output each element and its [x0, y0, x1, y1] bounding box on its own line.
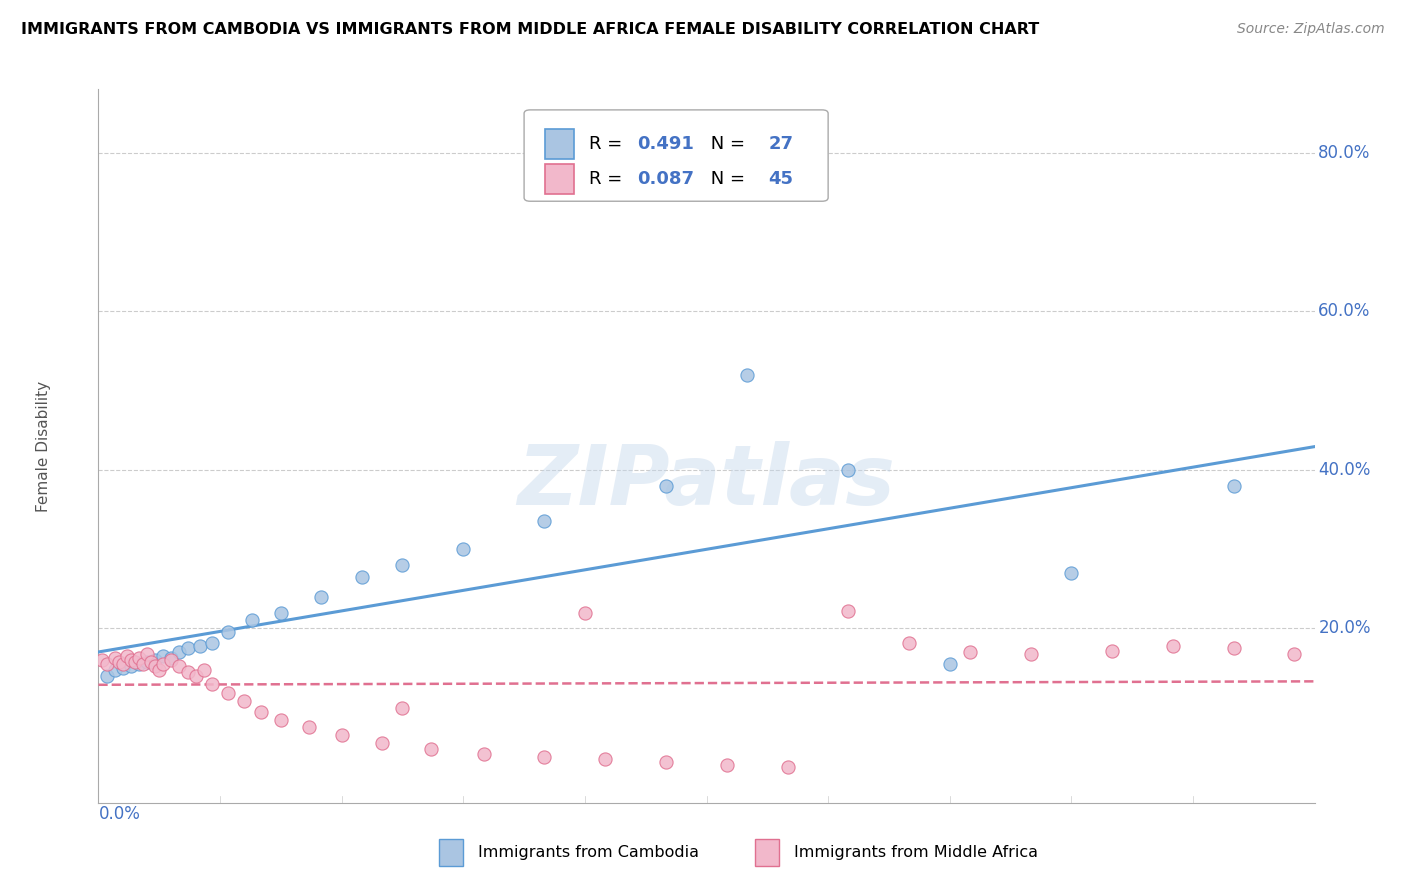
Point	[391, 558, 413, 572]
Point	[96, 669, 118, 683]
Point	[115, 649, 138, 664]
Text: 27: 27	[769, 135, 793, 153]
Point	[298, 721, 321, 735]
Point	[193, 663, 215, 677]
Point	[655, 478, 678, 492]
Point	[939, 657, 962, 671]
Point	[371, 736, 394, 750]
Point	[270, 606, 292, 620]
Point	[655, 755, 678, 769]
Point	[152, 657, 174, 671]
Point	[188, 639, 211, 653]
Point	[898, 635, 921, 649]
FancyBboxPatch shape	[439, 839, 464, 866]
Point	[176, 665, 198, 679]
Point	[111, 657, 134, 671]
Point	[837, 463, 859, 477]
Point	[716, 757, 738, 772]
Point	[242, 614, 264, 628]
Text: 0.0%: 0.0%	[98, 805, 141, 823]
Text: IMMIGRANTS FROM CAMBODIA VS IMMIGRANTS FROM MIDDLE AFRICA FEMALE DISABILITY CORR: IMMIGRANTS FROM CAMBODIA VS IMMIGRANTS F…	[21, 22, 1039, 37]
Text: R =: R =	[589, 135, 627, 153]
Text: Source: ZipAtlas.com: Source: ZipAtlas.com	[1237, 22, 1385, 37]
Point	[959, 645, 981, 659]
Text: N =: N =	[706, 170, 751, 188]
Text: N =: N =	[706, 135, 751, 153]
Point	[143, 659, 166, 673]
Point	[184, 669, 207, 683]
Text: 20.0%: 20.0%	[1319, 619, 1371, 638]
Point	[136, 647, 159, 661]
Point	[128, 657, 150, 671]
Point	[391, 700, 413, 714]
Point	[169, 645, 191, 659]
Point	[104, 651, 127, 665]
Point	[96, 657, 118, 671]
FancyBboxPatch shape	[544, 128, 574, 159]
Point	[419, 742, 441, 756]
Point	[160, 651, 183, 665]
Point	[330, 728, 353, 742]
Text: Immigrants from Cambodia: Immigrants from Cambodia	[478, 846, 699, 860]
Text: 60.0%: 60.0%	[1319, 302, 1371, 320]
Point	[201, 635, 224, 649]
FancyBboxPatch shape	[755, 839, 779, 866]
Point	[132, 657, 155, 671]
Point	[120, 653, 142, 667]
Text: ZIPatlas: ZIPatlas	[517, 442, 896, 522]
Point	[270, 713, 292, 727]
Point	[201, 677, 224, 691]
Point	[453, 542, 475, 557]
Point	[593, 752, 616, 766]
Point	[1060, 566, 1083, 580]
Point	[574, 606, 596, 620]
Text: Immigrants from Middle Africa: Immigrants from Middle Africa	[794, 846, 1038, 860]
Point	[1222, 641, 1244, 656]
Point	[107, 655, 129, 669]
Point	[350, 570, 373, 584]
Point	[139, 655, 162, 669]
Point	[249, 705, 271, 719]
Point	[533, 514, 555, 528]
Point	[1019, 647, 1042, 661]
Text: 40.0%: 40.0%	[1319, 461, 1371, 479]
Point	[533, 749, 555, 764]
Point	[776, 760, 799, 774]
FancyBboxPatch shape	[544, 164, 574, 194]
Point	[128, 651, 150, 665]
Point	[217, 625, 239, 640]
Point	[152, 649, 174, 664]
Point	[176, 641, 198, 656]
Point	[1101, 643, 1123, 657]
Point	[837, 604, 859, 618]
Text: 45: 45	[769, 170, 793, 188]
Point	[160, 653, 183, 667]
Point	[233, 694, 256, 708]
Point	[217, 686, 239, 700]
Point	[735, 368, 758, 382]
Point	[1222, 478, 1244, 492]
Point	[1284, 647, 1306, 661]
Point	[1161, 639, 1184, 653]
Point	[111, 661, 134, 675]
Point	[136, 655, 159, 669]
Point	[91, 653, 114, 667]
Text: 0.491: 0.491	[637, 135, 695, 153]
Text: 80.0%: 80.0%	[1319, 144, 1371, 161]
Point	[104, 663, 127, 677]
Text: R =: R =	[589, 170, 627, 188]
Point	[124, 655, 146, 669]
Text: Female Disability: Female Disability	[37, 380, 51, 512]
Point	[148, 663, 170, 677]
Point	[472, 747, 495, 761]
Point	[143, 653, 166, 667]
Point	[169, 659, 191, 673]
Text: 0.087: 0.087	[637, 170, 695, 188]
FancyBboxPatch shape	[524, 110, 828, 202]
Point	[311, 590, 333, 604]
Point	[120, 659, 142, 673]
